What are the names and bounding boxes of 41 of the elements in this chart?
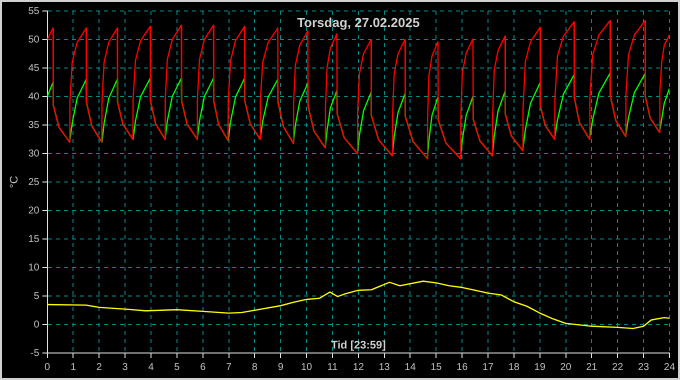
x-tick-label: 7 [226,362,232,373]
x-tick-label: 15 [430,362,442,373]
x-tick-label: 24 [664,362,676,373]
x-tick-label: 3 [122,362,128,373]
y-tick-label: 30 [28,148,40,160]
x-tick-label: 0 [44,362,51,373]
y-axis-title: °C [8,176,21,188]
x-tick-label: 1 [70,362,76,373]
y-tick-label: 55 [28,6,40,17]
x-axis-title: Tid [23:59] [330,340,386,352]
x-tick-label: 21 [586,362,598,373]
x-tick-label: 2 [96,362,102,373]
y-tick-label: 40 [28,91,40,102]
x-tick-label: 23 [638,362,650,373]
x-tick-label: 17 [482,362,494,373]
y-tick-label: 5 [34,290,40,302]
y-tick-label: -5 [30,348,40,359]
y-tick-label: 0 [34,319,40,330]
x-tick-label: 13 [378,362,390,373]
x-tick-label: 14 [404,362,416,373]
y-tick-label: 35 [28,120,40,131]
x-tick-label: 9 [278,362,284,373]
x-tick-label: 10 [300,362,313,373]
x-tick-label: 12 [352,362,364,373]
x-tick-label: 18 [508,362,520,373]
x-tick-label: 20 [560,362,572,373]
y-tick-label: 20 [28,205,40,216]
chart-title: Torsdag, 27.02.2025 [297,15,420,30]
x-tick-label: 4 [148,362,154,373]
y-tick-label: 10 [28,262,40,274]
x-tick-label: 5 [174,362,180,373]
x-tick-label: 22 [612,362,624,373]
y-tick-label: 45 [28,62,40,74]
x-tick-label: 11 [327,362,338,373]
x-tick-label: 19 [534,362,546,373]
x-tick-label: 6 [200,362,206,373]
x-tick-label: 16 [456,362,468,373]
y-tick-label: 50 [28,34,40,46]
y-tick-label: 25 [28,176,40,188]
y-tick-label: 15 [28,234,40,245]
x-tick-label: 8 [252,362,258,373]
